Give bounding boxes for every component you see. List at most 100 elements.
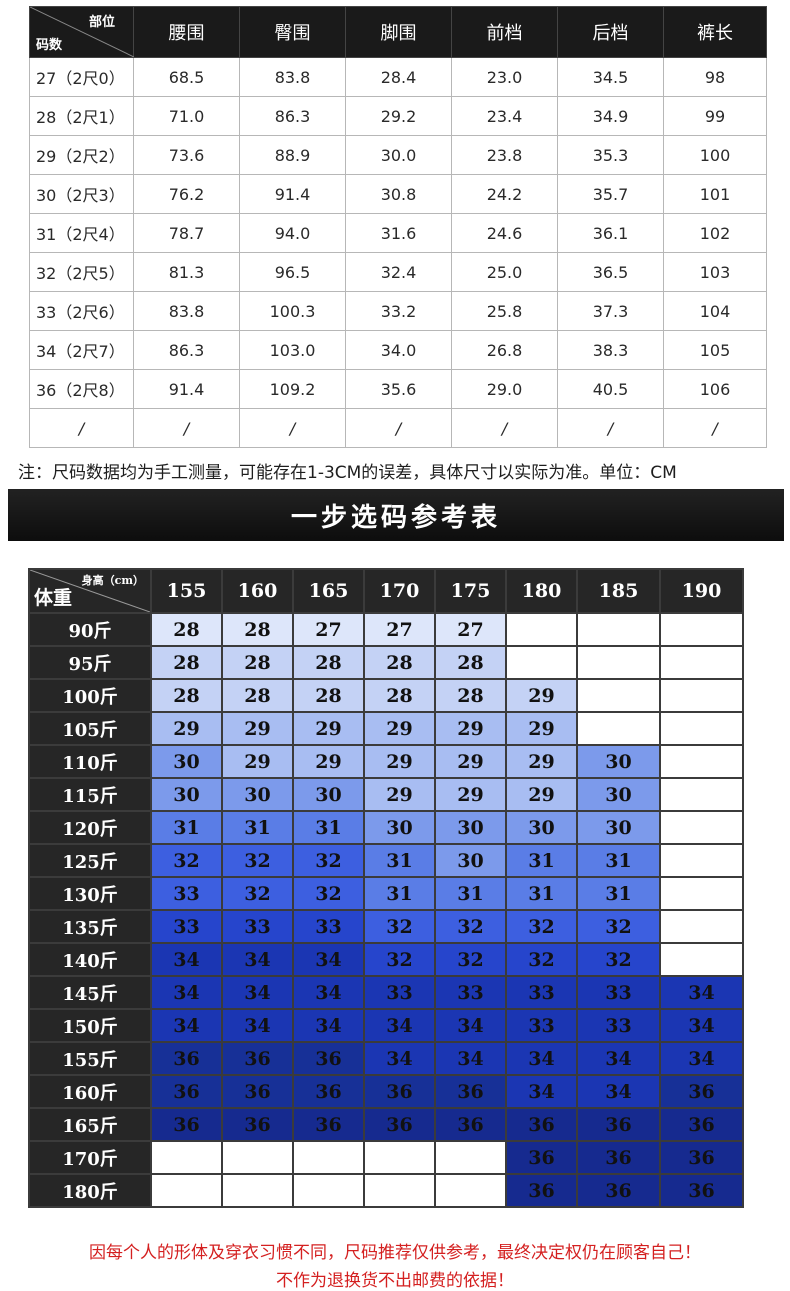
recommended-size-cell: 34 [578, 1043, 659, 1074]
measurement-cell: 26.8 [451, 330, 558, 370]
recommended-size-cell: 33 [436, 977, 505, 1008]
recommended-size-cell [294, 1142, 363, 1173]
recommended-size-cell: 33 [507, 977, 576, 1008]
recommended-size-cell: 36 [436, 1109, 505, 1140]
recommended-size-cell: 28 [152, 647, 221, 678]
measurement-cell: 81.3 [133, 252, 240, 292]
measurement-cell: 35.7 [557, 174, 664, 214]
measurement-cell: 98 [663, 57, 767, 97]
recommended-size-cell: 32 [294, 845, 363, 876]
recommended-size-cell: 33 [365, 977, 434, 1008]
measurement-cell: 105 [663, 330, 767, 370]
height-header: 185 [578, 570, 659, 612]
recommended-size-cell: 34 [436, 1043, 505, 1074]
recommended-size-cell: 31 [294, 812, 363, 843]
measurement-cell: 76.2 [133, 174, 240, 214]
recommended-size-cell [578, 680, 659, 711]
weight-row: 145斤 34 34 34 33 33 33 33 34 [30, 977, 742, 1008]
recommended-size-cell [152, 1142, 221, 1173]
height-header-row: 身高（cm） 体重 155 160 165 170 175 180 185 190 [30, 570, 742, 612]
weight-label: 165斤 [30, 1109, 150, 1140]
measurement-cell: 31.6 [345, 213, 452, 253]
slash-cell: / [557, 408, 664, 448]
weight-row: 170斤 36 36 36 [30, 1142, 742, 1173]
recommended-size-cell: 29 [507, 713, 576, 744]
recommended-size-cell: 32 [223, 845, 292, 876]
recommended-size-cell: 36 [507, 1142, 576, 1173]
header-hip: 臀围 [239, 6, 346, 58]
weight-label: 95斤 [30, 647, 150, 678]
recommended-size-cell: 28 [152, 614, 221, 645]
recommended-size-cell: 34 [294, 1010, 363, 1041]
recommended-size-cell [578, 647, 659, 678]
recommended-size-cell [661, 878, 742, 909]
recommended-size-cell: 28 [223, 647, 292, 678]
recommended-size-cell [661, 944, 742, 975]
weight-row: 150斤 34 34 34 34 34 33 33 34 [30, 1010, 742, 1041]
height-header: 160 [223, 570, 292, 612]
measurement-cell: 83.8 [133, 291, 240, 331]
measurement-cell: 29.0 [451, 369, 558, 409]
height-header: 155 [152, 570, 221, 612]
size-row: 27（2尺0） 68.5 83.8 28.4 23.0 34.5 98 [29, 57, 767, 97]
recommended-size-cell [152, 1175, 221, 1206]
weight-label: 105斤 [30, 713, 150, 744]
recommended-size-cell [661, 911, 742, 942]
recommended-size-cell: 30 [294, 779, 363, 810]
measurement-cell: 106 [663, 369, 767, 409]
measurement-cell: 73.6 [133, 135, 240, 175]
measurement-cell: 24.6 [451, 213, 558, 253]
header-front-rise: 前档 [451, 6, 558, 58]
measurement-cell: 25.8 [451, 291, 558, 331]
recommended-size-cell [223, 1142, 292, 1173]
measurement-cell: 94.0 [239, 213, 346, 253]
recommended-size-cell [661, 647, 742, 678]
measurement-cell: 34.0 [345, 330, 452, 370]
recommended-size-cell: 29 [436, 746, 505, 777]
banner-title: 一步选码参考表 [290, 503, 501, 533]
measurement-cell: 91.4 [239, 174, 346, 214]
slash-cell: / [133, 408, 240, 448]
size-label: 31（2尺4） [29, 213, 134, 253]
size-chart-header-row: 部位 码数 腰围 臀围 脚围 前档 后档 裤长 [29, 6, 767, 58]
recommended-size-cell: 29 [436, 713, 505, 744]
weight-label: 120斤 [30, 812, 150, 843]
recommended-size-cell: 28 [365, 647, 434, 678]
weight-row: 90斤 28 28 27 27 27 [30, 614, 742, 645]
height-header: 165 [294, 570, 363, 612]
slash-cell: / [663, 408, 767, 448]
recommended-size-cell [223, 1175, 292, 1206]
recommended-size-cell: 34 [661, 1043, 742, 1074]
recommended-size-cell: 28 [294, 680, 363, 711]
recommended-size-cell: 32 [223, 878, 292, 909]
recommended-size-cell: 34 [152, 1010, 221, 1041]
recommended-size-cell: 33 [507, 1010, 576, 1041]
recommended-size-cell: 29 [507, 680, 576, 711]
weight-label: 150斤 [30, 1010, 150, 1041]
recommended-size-cell: 32 [507, 944, 576, 975]
recommended-size-cell: 29 [223, 746, 292, 777]
recommended-size-cell: 27 [365, 614, 434, 645]
size-label: 32（2尺5） [29, 252, 134, 292]
size-row: 34（2尺7） 86.3 103.0 34.0 26.8 38.3 105 [29, 330, 767, 370]
recommended-size-cell: 32 [507, 911, 576, 942]
recommended-size-cell: 36 [661, 1175, 742, 1206]
recommended-size-cell: 29 [152, 713, 221, 744]
size-label: 33（2尺6） [29, 291, 134, 331]
recommended-size-cell: 34 [294, 977, 363, 1008]
slash-cell: / [29, 408, 134, 448]
header-length: 裤长 [663, 6, 767, 58]
measurement-cell: 103.0 [239, 330, 346, 370]
measurement-cell: 100.3 [239, 291, 346, 331]
measurement-cell: 30.8 [345, 174, 452, 214]
recommended-size-cell: 27 [294, 614, 363, 645]
measurement-cell: 23.8 [451, 135, 558, 175]
measurement-cell: 91.4 [133, 369, 240, 409]
recommended-size-cell: 29 [507, 746, 576, 777]
measurement-cell: 32.4 [345, 252, 452, 292]
measurement-cell: 104 [663, 291, 767, 331]
corner-diagonal [30, 570, 150, 612]
recommended-size-cell: 34 [223, 977, 292, 1008]
measurement-cell: 36.1 [557, 213, 664, 253]
recommended-size-cell: 33 [578, 1010, 659, 1041]
